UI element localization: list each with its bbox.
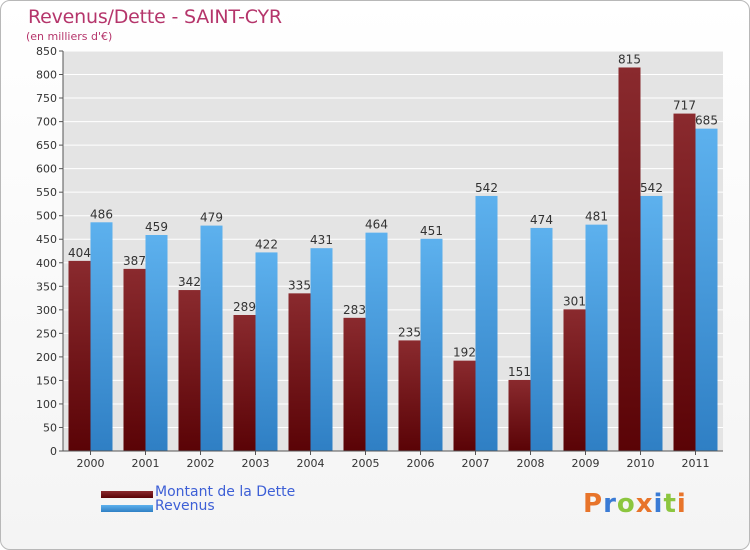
y-tick-label: 200 <box>36 351 57 364</box>
data-label-revenus: 479 <box>200 211 223 225</box>
x-tick-label: 2000 <box>77 457 105 470</box>
bar-dette <box>398 340 421 451</box>
proxiti-logo: Proxiti <box>583 489 687 519</box>
y-tick-label: 750 <box>36 92 57 105</box>
bar-revenus <box>310 248 333 451</box>
y-tick-label: 550 <box>36 186 57 199</box>
bar-dette <box>618 67 641 452</box>
y-tick-label: 850 <box>36 45 57 58</box>
bar-dette <box>123 268 146 451</box>
bar-dette <box>673 113 696 452</box>
bar-dette <box>508 379 531 451</box>
logo-letter: x <box>635 489 654 519</box>
y-tick-label: 800 <box>36 69 57 82</box>
logo-letter: r <box>603 489 617 519</box>
y-tick-label: 400 <box>36 257 57 270</box>
data-label-revenus: 542 <box>640 181 663 195</box>
y-tick-label: 650 <box>36 139 57 152</box>
bar-revenus <box>585 224 608 451</box>
x-tick-label: 2006 <box>407 457 435 470</box>
logo-letter: t <box>663 489 677 519</box>
bar-dette <box>288 293 311 451</box>
bar-dette <box>343 317 366 451</box>
y-tick-label: 500 <box>36 210 57 223</box>
data-label-revenus: 486 <box>90 207 113 221</box>
bar-dette <box>453 360 476 451</box>
data-label-revenus: 481 <box>585 210 608 224</box>
bar-revenus <box>255 252 278 451</box>
y-tick-label: 300 <box>36 304 57 317</box>
plot-background <box>63 51 723 451</box>
x-tick-label: 2001 <box>132 457 160 470</box>
bar-layer: 404 486 387 459 342 479 289 422 335 431 283 464 235 4… <box>68 52 718 452</box>
bar-dette <box>233 315 256 451</box>
y-tick-label: 150 <box>36 374 57 387</box>
x-tick-label: 2002 <box>187 457 215 470</box>
y-tick-label: 250 <box>36 327 57 340</box>
legend-swatch-dette <box>101 491 153 498</box>
data-label-dette: 335 <box>288 278 311 292</box>
bar-revenus <box>200 225 223 451</box>
bar-dette <box>178 290 201 451</box>
data-label-revenus: 459 <box>145 220 168 234</box>
logo-letter: i <box>653 489 664 519</box>
bar-revenus <box>420 238 443 451</box>
data-label-revenus: 685 <box>695 114 718 128</box>
bar-revenus <box>695 128 718 451</box>
x-tick-label: 2010 <box>627 457 655 470</box>
data-label-dette: 717 <box>673 99 696 113</box>
bar-revenus <box>90 222 113 451</box>
data-label-dette: 283 <box>343 303 366 317</box>
x-tick-label: 2008 <box>517 457 545 470</box>
bar-revenus <box>530 227 553 451</box>
data-label-revenus: 451 <box>420 224 443 238</box>
data-label-revenus: 474 <box>530 213 553 227</box>
data-label-dette: 387 <box>123 254 146 268</box>
x-tick-label: 2004 <box>297 457 325 470</box>
data-label-dette: 289 <box>233 300 256 314</box>
grid-layer <box>63 50 723 452</box>
data-label-dette: 404 <box>68 246 91 260</box>
data-label-revenus: 542 <box>475 181 498 195</box>
x-tick-label: 2007 <box>462 457 490 470</box>
bar-revenus <box>365 232 388 451</box>
bar-revenus <box>145 235 168 451</box>
logo-letter: P <box>583 489 604 519</box>
chart-subtitle: (en milliers d'€) <box>26 30 113 43</box>
data-label-revenus: 422 <box>255 237 278 251</box>
bar-revenus <box>640 195 663 451</box>
data-label-dette: 235 <box>398 325 421 339</box>
bar-dette <box>68 260 91 451</box>
logo-letter: i <box>676 489 687 519</box>
data-label-revenus: 464 <box>365 218 388 232</box>
axis-layer: 0 50 100 150 200 250 300 350 400 450 500 550 600 650 7… <box>36 45 723 470</box>
bar-revenus <box>475 195 498 451</box>
y-tick-label: 600 <box>36 163 57 176</box>
x-tick-label: 2003 <box>242 457 270 470</box>
x-tick-label: 2005 <box>352 457 380 470</box>
x-tick-label: 2011 <box>682 457 710 470</box>
chart-title: Revenus/Dette - SAINT-CYR <box>28 6 282 28</box>
logo-letter: o <box>616 489 636 519</box>
data-label-dette: 151 <box>508 365 531 379</box>
y-tick-label: 0 <box>50 445 57 458</box>
data-label-dette: 342 <box>178 275 201 289</box>
y-tick-label: 450 <box>36 233 57 246</box>
y-tick-label: 350 <box>36 280 57 293</box>
y-tick-label: 100 <box>36 398 57 411</box>
y-tick-label: 700 <box>36 116 57 129</box>
data-label-revenus: 431 <box>310 233 333 247</box>
legend-label-dette: Montant de la Dette <box>155 484 296 500</box>
data-label-dette: 815 <box>618 52 641 66</box>
bar-dette <box>563 309 586 451</box>
legend-swatch-revenus <box>101 505 153 512</box>
x-tick-label: 2009 <box>572 457 600 470</box>
y-tick-label: 50 <box>43 421 57 434</box>
data-label-dette: 192 <box>453 346 476 360</box>
legend-label-revenus: Revenus <box>155 498 215 514</box>
data-label-dette: 301 <box>563 294 586 308</box>
